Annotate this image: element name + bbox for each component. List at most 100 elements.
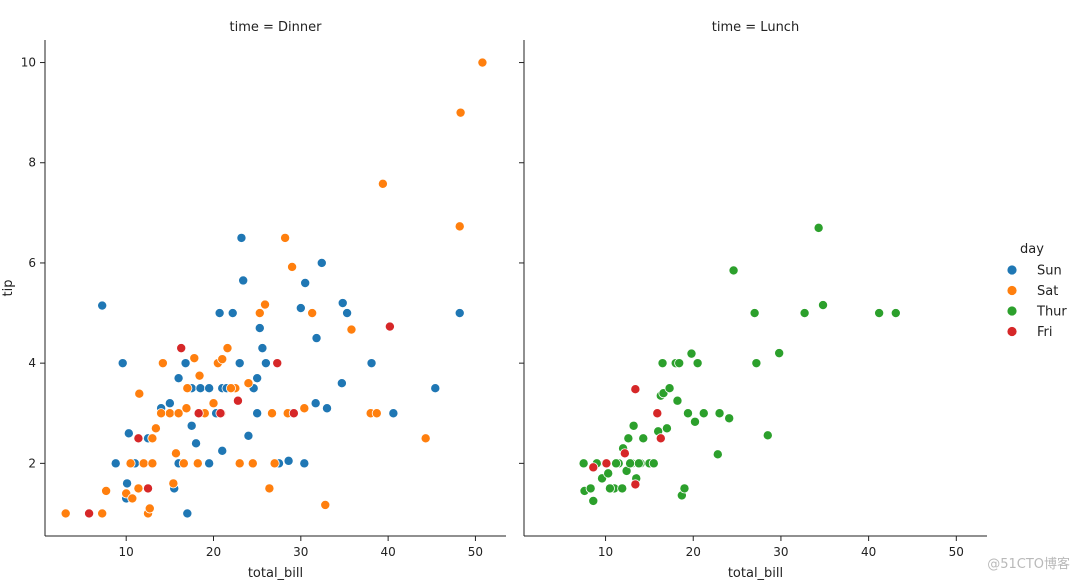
data-point	[337, 298, 348, 309]
data-point	[125, 458, 136, 469]
data-point	[751, 358, 762, 369]
data-point	[371, 408, 382, 419]
data-point	[672, 395, 683, 406]
data-point	[310, 398, 321, 409]
x-tick-label: 50	[468, 545, 483, 559]
data-point	[272, 358, 283, 369]
data-point	[686, 348, 697, 359]
data-point	[619, 448, 630, 459]
data-point	[189, 353, 200, 364]
data-point	[182, 508, 193, 519]
data-point	[217, 354, 228, 365]
data-point	[890, 308, 901, 319]
data-point	[123, 428, 134, 439]
data-point	[156, 408, 167, 419]
data-point	[217, 445, 228, 456]
x-tick-label: 20	[206, 545, 221, 559]
data-point	[227, 308, 238, 319]
data-point	[133, 433, 144, 444]
data-point	[117, 358, 128, 369]
legend-entry-sat: Sat	[1006, 284, 1058, 299]
data-point	[617, 483, 628, 494]
data-point	[182, 383, 193, 394]
data-point	[611, 458, 622, 469]
data-point	[661, 423, 672, 434]
data-point	[342, 308, 353, 319]
data-point	[280, 232, 291, 243]
watermark: @51CTO博客	[987, 557, 1070, 572]
data-point	[204, 458, 215, 469]
data-point	[257, 343, 268, 354]
data-point	[288, 408, 299, 419]
data-point	[287, 261, 298, 272]
legend-marker	[1006, 285, 1018, 296]
data-point	[243, 430, 254, 441]
data-point	[295, 303, 306, 314]
data-point	[101, 485, 112, 496]
data-point	[84, 508, 95, 519]
data-point	[176, 343, 187, 354]
data-point	[384, 321, 395, 332]
x-tick-label: 10	[119, 545, 134, 559]
x-tick-label: 40	[380, 545, 395, 559]
data-point	[150, 423, 161, 434]
data-point	[454, 221, 465, 232]
data-point	[299, 403, 310, 414]
data-point	[97, 300, 108, 311]
data-point	[208, 398, 219, 409]
data-point	[689, 416, 700, 427]
data-point	[311, 333, 322, 344]
data-point	[638, 433, 649, 444]
facet-panel-lunch: time = Lunch 10 20 30 40 50 total_bill	[519, 20, 987, 581]
data-point	[252, 373, 263, 384]
data-point	[214, 308, 225, 319]
facet-panel-dinner: time = Dinner 10 20 30 40 50 2 4 6 8 10 total_bill	[21, 20, 506, 581]
data-point	[455, 107, 466, 118]
series-sat	[60, 57, 488, 519]
series-fri	[84, 321, 395, 519]
y-tick-label: 2	[28, 456, 36, 470]
legend-label: Fri	[1037, 325, 1053, 340]
data-point	[144, 503, 155, 514]
x-tick-label: 40	[861, 545, 876, 559]
data-point	[164, 408, 175, 419]
data-point	[234, 358, 245, 369]
data-point	[204, 383, 215, 394]
data-point	[247, 458, 258, 469]
data-point	[299, 458, 310, 469]
legend: day Sun Sat Thur Fri	[1006, 242, 1067, 340]
data-point	[657, 358, 668, 369]
data-point	[774, 348, 785, 359]
data-point	[186, 420, 197, 431]
data-point	[269, 458, 280, 469]
data-point	[388, 408, 399, 419]
data-point	[260, 299, 271, 310]
data-point	[170, 448, 181, 459]
data-point	[133, 483, 144, 494]
legend-entry-fri: Fri	[1006, 325, 1053, 340]
data-point	[173, 408, 184, 419]
data-point	[322, 403, 333, 414]
data-point	[254, 308, 265, 319]
data-point	[236, 232, 247, 243]
data-point	[625, 458, 636, 469]
x-axis-label: total_bill	[728, 566, 783, 581]
data-point	[243, 378, 254, 389]
data-point	[238, 275, 249, 286]
panel-title: time = Dinner	[230, 20, 323, 35]
data-point	[143, 483, 154, 494]
data-point	[222, 343, 233, 354]
data-point	[813, 222, 824, 233]
data-point	[628, 420, 639, 431]
data-point	[578, 458, 589, 469]
data-point	[97, 508, 108, 519]
x-axis-label: total_bill	[248, 566, 303, 581]
data-point	[138, 458, 149, 469]
data-point	[633, 458, 644, 469]
data-point	[692, 358, 703, 369]
data-point	[134, 388, 145, 399]
data-point	[588, 462, 599, 473]
data-point	[260, 358, 271, 369]
data-point	[648, 458, 659, 469]
